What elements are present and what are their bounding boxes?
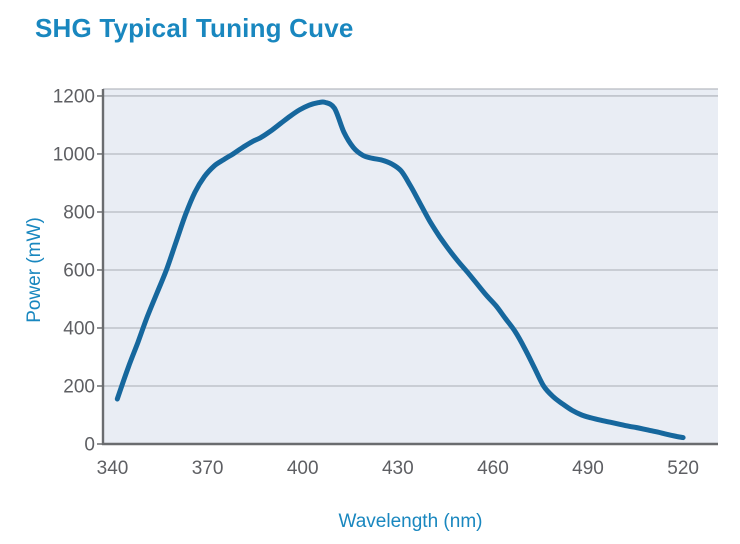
y-tick-label-1000: 1000 bbox=[53, 144, 95, 165]
chart-title: SHG Typical Tuning Cuve bbox=[35, 13, 354, 43]
y-tick-label-800: 800 bbox=[63, 202, 95, 223]
x-tick-label-400: 400 bbox=[287, 458, 319, 479]
x-tick-label-490: 490 bbox=[572, 458, 604, 479]
x-axis-title: Wavelength (nm) bbox=[338, 511, 483, 532]
y-tick-label-200: 200 bbox=[63, 376, 95, 397]
y-tick-label-600: 600 bbox=[63, 260, 95, 281]
y-tick-label-400: 400 bbox=[63, 318, 95, 339]
y-tick-label-1200: 1200 bbox=[53, 86, 95, 107]
x-tick-label-340: 340 bbox=[97, 458, 129, 479]
plot-area bbox=[103, 89, 718, 444]
x-tick-label-460: 460 bbox=[477, 458, 509, 479]
x-tick-label-370: 370 bbox=[192, 458, 224, 479]
x-tick-label-520: 520 bbox=[667, 458, 699, 479]
x-tick-label-430: 430 bbox=[382, 458, 414, 479]
tuning-curve-line bbox=[114, 99, 686, 441]
y-tick-label-0: 0 bbox=[84, 435, 95, 456]
